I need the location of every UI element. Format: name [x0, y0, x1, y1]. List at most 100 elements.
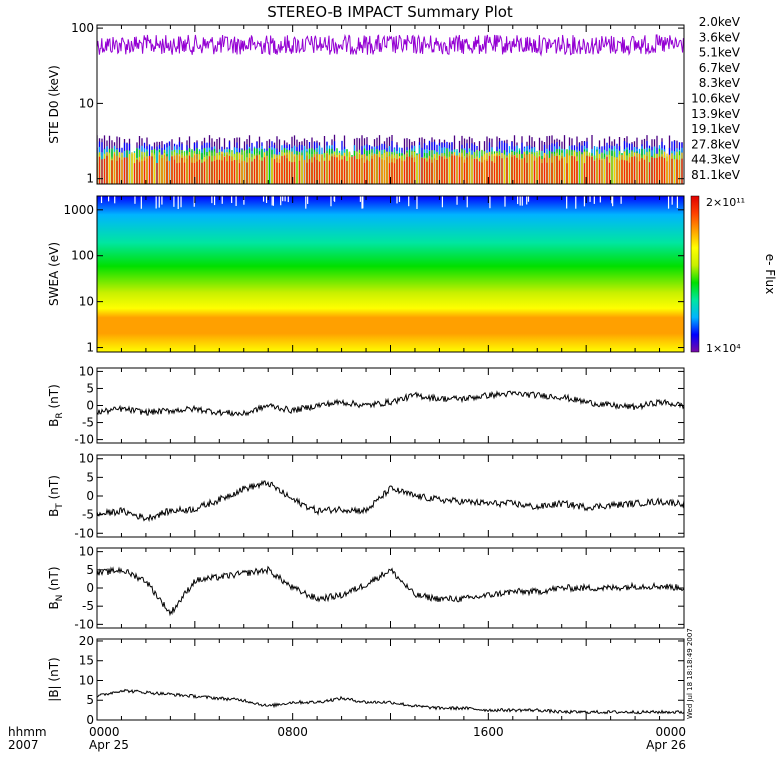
swea-data-gap [396, 196, 398, 204]
swea-data-gap [519, 196, 521, 206]
panel-br-content [97, 390, 684, 417]
panel-bt: -10 -5 0 5 10 BT (nT) [47, 452, 685, 540]
panel-bmag-content [97, 688, 684, 715]
ste-legend-item: 10.6keV [691, 92, 741, 106]
swea-data-gap [107, 196, 110, 202]
swea-data-gap [359, 196, 361, 202]
time-tick-date: Apr 26 [646, 738, 686, 752]
swea-data-gap [517, 196, 519, 205]
colorbar-min-label: 1×10⁴ [706, 342, 741, 355]
ste-legend-item: 5.1keV [699, 46, 741, 60]
y-tick-label: 100 [71, 21, 94, 35]
y-tick-label: 15 [79, 654, 94, 668]
panel-bn-content [97, 565, 684, 617]
y-tick-label: 10 [79, 545, 94, 559]
panel-ste-ticks: 1 10 100 [71, 21, 685, 186]
time-tick-label: 0800 [277, 725, 308, 739]
swea-data-gap [243, 196, 245, 205]
ste-legend-item: 27.8keV [691, 137, 741, 151]
panel-bmag-ticks: 0 5 10 15 20 [79, 634, 685, 727]
swea-data-gap [612, 196, 614, 207]
panel-bn-frame [96, 547, 685, 629]
colorbar-title: e- Flux [763, 254, 777, 294]
swea-data-gap [140, 196, 142, 209]
swea-data-gap [333, 196, 335, 202]
y-tick-label: 0 [86, 399, 94, 413]
time-tick-label: 0000 [655, 725, 686, 739]
ylabel-br: BR (nT) [47, 384, 65, 427]
swea-data-gap [158, 196, 160, 208]
swea-data-gap [173, 196, 175, 207]
swea-data-gap [100, 196, 103, 204]
swea-data-gap [177, 196, 179, 209]
y-tick-label: 10 [79, 295, 94, 309]
panel-br: -10 -5 0 5 10 BR (nT) [47, 364, 685, 447]
panel-swea-content [97, 196, 684, 352]
y-tick-label: 10 [79, 673, 94, 687]
panel-bt-content [97, 479, 684, 523]
trace-bmag [97, 688, 684, 715]
swea-data-gap [599, 196, 601, 203]
swea-spectrogram [97, 196, 684, 352]
swea-data-gap [271, 196, 273, 206]
swea-data-gap [307, 196, 309, 204]
trace-br [97, 390, 684, 417]
y-tick-label: -5 [82, 416, 94, 430]
swea-data-gap [398, 196, 401, 202]
swea-data-gap [272, 196, 274, 206]
time-axis-label-hhmm: hhmm [8, 725, 47, 739]
y-tick-label: -10 [74, 617, 94, 631]
swea-data-gap [280, 196, 282, 206]
colorbar-scale [690, 195, 700, 353]
ste-legend-item: 13.9keV [691, 107, 741, 121]
swea-data-gap [180, 196, 182, 208]
swea-data-gap [231, 196, 233, 204]
panel-swea: 1 10 100 1000 SWEA (eV) [47, 195, 685, 355]
ste-legend-item: 19.1keV [691, 122, 741, 136]
swea-data-gap [330, 196, 332, 207]
y-tick-label: 20 [79, 634, 94, 648]
y-tick-label: 10 [79, 452, 94, 466]
panel-bmag: 0 5 10 15 20 |B| (nT) [47, 634, 685, 727]
ste-legend-item: 44.3keV [691, 153, 741, 167]
y-tick-label: 100 [71, 249, 94, 263]
plot-title: STEREO-B IMPACT Summary Plot [267, 3, 513, 21]
swea-data-gap [213, 196, 216, 206]
y-tick-label: -5 [82, 599, 94, 613]
swea-data-gap [466, 196, 468, 208]
swea-data-gap [161, 196, 163, 205]
panel-bt-frame [96, 454, 685, 538]
swea-data-gap [408, 196, 410, 207]
ste-legend-item: 3.6keV [699, 30, 741, 44]
swea-data-gap [589, 196, 591, 202]
panel-bn-ticks: -10 -5 0 5 10 [74, 545, 685, 631]
y-tick-label: -10 [74, 526, 94, 540]
y-tick-label: -5 [82, 508, 94, 522]
swea-data-gap [620, 196, 622, 204]
swea-data-gap [114, 196, 116, 204]
swea-data-gap [155, 196, 157, 209]
panel-bt-ticks: -10 -5 0 5 10 [74, 452, 685, 540]
y-tick-label: 0 [86, 713, 94, 727]
swea-data-gap [575, 196, 577, 209]
swea-data-gap [265, 196, 268, 204]
y-tick-label: 5 [86, 693, 94, 707]
ste-series-0 [97, 33, 684, 57]
y-tick-label: 5 [86, 470, 94, 484]
swea-data-gap [362, 196, 364, 209]
panel-ste: 1 10 100 STE D0 (keV) [47, 21, 685, 186]
swea-data-gap [305, 196, 307, 209]
swea-data-gap [416, 196, 418, 209]
swea-data-gap [282, 196, 284, 202]
y-tick-label: 5 [86, 563, 94, 577]
swea-data-gap [456, 196, 458, 205]
swea-data-gap [611, 196, 613, 204]
swea-data-gap [262, 196, 265, 202]
swea-data-gap [527, 196, 530, 202]
y-tick-label: 1 [86, 172, 94, 186]
ylabel-bmag: |B| (nT) [47, 657, 61, 701]
swea-data-gap [284, 196, 286, 202]
ste-series-10 [97, 155, 683, 184]
